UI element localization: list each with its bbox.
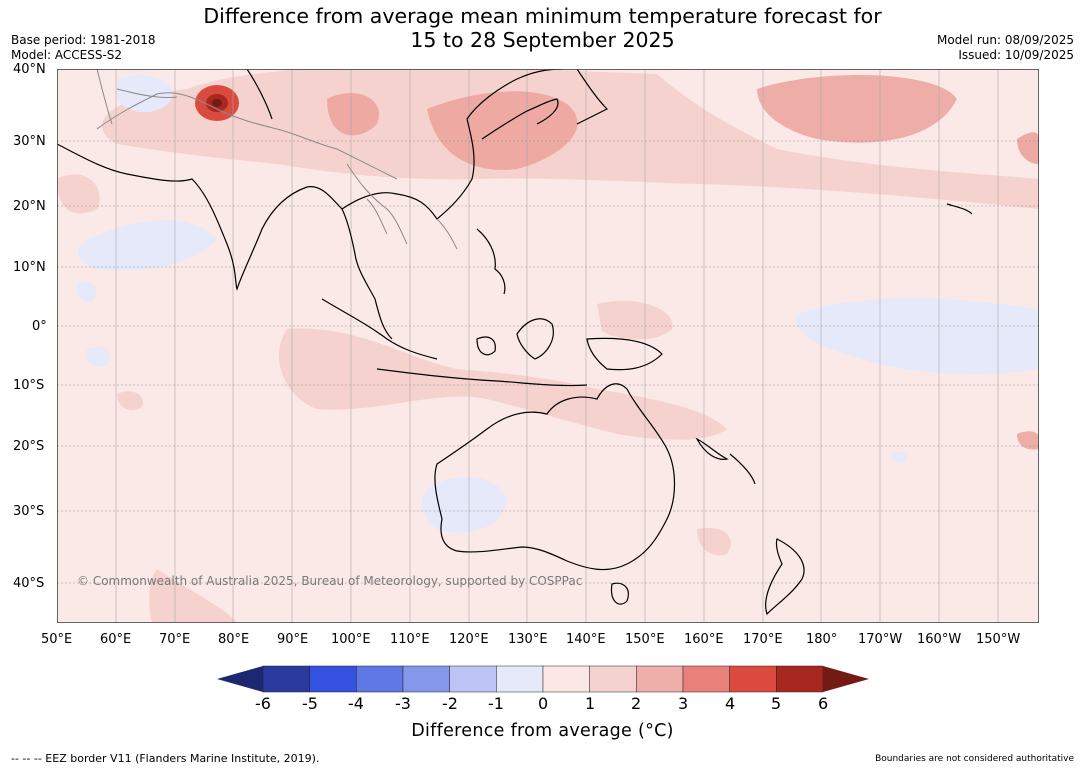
lat-label-40n: 40°N xyxy=(13,62,46,77)
lat-label-20s: 20°S xyxy=(13,439,45,454)
borders xyxy=(96,69,458,250)
colorbar-cell xyxy=(449,665,497,693)
forecast-map xyxy=(57,69,1039,623)
colorbar-tick: 4 xyxy=(725,694,736,713)
boundaries-disclaimer: Boundaries are not considered authoritat… xyxy=(875,754,1074,764)
lon-label-100e: 100°E xyxy=(331,632,371,647)
lon-label-150e: 150°E xyxy=(625,632,665,647)
copyright-notice: © Commonwealth of Australia 2025, Bureau… xyxy=(77,574,583,588)
eez-border-note: -- -- -- EEZ border V11 (Flanders Marine… xyxy=(11,752,320,765)
colorbar-cell xyxy=(309,665,357,693)
lon-label-170w: 170°W xyxy=(858,632,903,647)
lon-label-150w: 150°W xyxy=(976,632,1021,647)
colorbar-cell xyxy=(356,665,404,693)
lon-label-80e: 80°E xyxy=(218,632,250,647)
model-name: Model: ACCESS-S2 xyxy=(11,48,123,62)
colorbar-tick: 5 xyxy=(771,694,782,713)
lon-label-110e: 110°E xyxy=(390,632,430,647)
map-title: Difference from average mean minimum tem… xyxy=(0,4,1085,52)
lon-label-140e: 140°E xyxy=(566,632,606,647)
colorbar-label: Difference from average (°C) xyxy=(411,721,674,741)
colorbar-cell xyxy=(636,665,684,693)
lon-label-70e: 70°E xyxy=(159,632,191,647)
map-frame xyxy=(57,69,1039,623)
lat-label-30n: 30°N xyxy=(13,134,46,149)
colorbar-tick: 1 xyxy=(585,694,596,713)
meta-left: Base period: 1981-2018 Model: ACCESS-S2 xyxy=(11,33,156,63)
colorbar-tick: 2 xyxy=(631,694,642,713)
lat-label-10n: 10°N xyxy=(13,260,46,275)
lon-label-160e: 160°E xyxy=(684,632,724,647)
lat-label-30s: 30°S xyxy=(13,504,45,519)
colorbar-cell xyxy=(589,665,637,693)
title-line-1: Difference from average mean minimum tem… xyxy=(203,4,882,28)
colorbar-cell xyxy=(682,665,730,693)
colorbar-cell xyxy=(262,665,310,693)
colorbar-low-extend xyxy=(217,666,263,692)
colorbar-cell xyxy=(776,665,824,693)
meta-right: Model run: 08/09/2025 Issued: 10/09/2025 xyxy=(937,33,1074,63)
colorbar-cell xyxy=(729,665,777,693)
issued-date: Issued: 10/09/2025 xyxy=(958,48,1074,62)
lon-label-60e: 60°E xyxy=(100,632,132,647)
lon-label-160w: 160°W xyxy=(917,632,962,647)
base-period: Base period: 1981-2018 xyxy=(11,33,156,47)
colorbar-cell xyxy=(402,665,450,693)
anomaly-regions xyxy=(57,69,1039,623)
lat-label-10s: 10°S xyxy=(13,378,45,393)
colorbar-tick: 6 xyxy=(818,694,829,713)
lon-label-120e: 120°E xyxy=(449,632,489,647)
colorbar-tick: 0 xyxy=(538,694,549,713)
colorbar-cell xyxy=(542,665,590,693)
colorbar-tick: -3 xyxy=(395,694,411,713)
lat-label-0: 0° xyxy=(32,319,47,334)
lon-label-90e: 90°E xyxy=(277,632,309,647)
lat-label-20n: 20°N xyxy=(13,199,46,214)
title-line-2: 15 to 28 September 2025 xyxy=(410,28,675,52)
lon-label-180: 180° xyxy=(806,632,838,647)
colorbar-high-extend xyxy=(823,666,869,692)
colorbar-tick: -1 xyxy=(488,694,504,713)
lon-label-130e: 130°E xyxy=(508,632,548,647)
meridians xyxy=(115,69,999,623)
colorbar-tick: -6 xyxy=(255,694,271,713)
colorbar-tick: -5 xyxy=(302,694,318,713)
colorbar-tick: -2 xyxy=(442,694,458,713)
lon-label-50e: 50°E xyxy=(41,632,73,647)
colorbar-cell xyxy=(496,665,544,693)
colorbar-tick: 3 xyxy=(678,694,689,713)
model-run: Model run: 08/09/2025 xyxy=(936,33,1074,47)
lat-label-40s: 40°S xyxy=(13,576,45,591)
colorbar-tick: -4 xyxy=(348,694,364,713)
colorbar xyxy=(217,665,869,693)
coastlines xyxy=(57,69,973,616)
lon-label-170e: 170°E xyxy=(743,632,783,647)
